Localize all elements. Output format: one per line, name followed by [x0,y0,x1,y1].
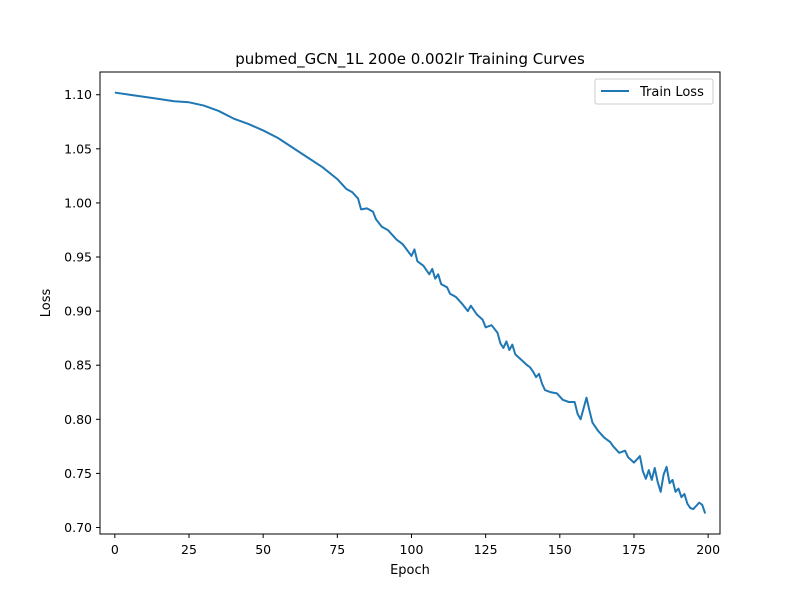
x-tick-label: 150 [548,542,572,557]
y-tick-label: 0.95 [64,250,92,265]
y-axis-label: Loss [39,289,54,318]
x-tick-label: 125 [474,542,498,557]
x-tick-label: 75 [329,542,345,557]
x-axis: 0 25 50 75 100 125 150 175 200 [111,534,720,557]
y-tick-label: 0.75 [64,466,92,481]
legend-box [594,78,714,105]
x-tick-label: 175 [622,542,646,557]
legend: Train Loss [594,78,714,105]
y-tick-label: 0.80 [64,412,92,427]
y-axis: 0.70 0.75 0.80 0.85 0.90 0.95 1.00 1.05 1.10 [64,87,100,535]
x-tick-label: 0 [111,542,119,557]
x-axis-label: Epoch [390,563,430,578]
y-tick-label: 1.00 [64,195,92,210]
y-tick-label: 0.70 [64,520,92,535]
chart-title: pubmed_GCN_1L 200e 0.002lr Training Curv… [235,50,585,69]
series-layer [114,91,707,514]
legend-label-train-loss: Train Loss [639,85,704,100]
y-tick-label: 1.05 [64,141,92,156]
x-tick-label: 200 [696,542,720,557]
plot-area-frame [99,71,721,535]
y-tick-label: 0.85 [64,358,92,373]
series-line-train-loss [114,91,707,514]
x-tick-label: 100 [400,542,424,557]
y-tick-label: 0.90 [64,304,92,319]
y-tick-label: 1.10 [64,87,92,102]
x-tick-label: 50 [255,542,271,557]
x-tick-label: 25 [181,542,197,557]
